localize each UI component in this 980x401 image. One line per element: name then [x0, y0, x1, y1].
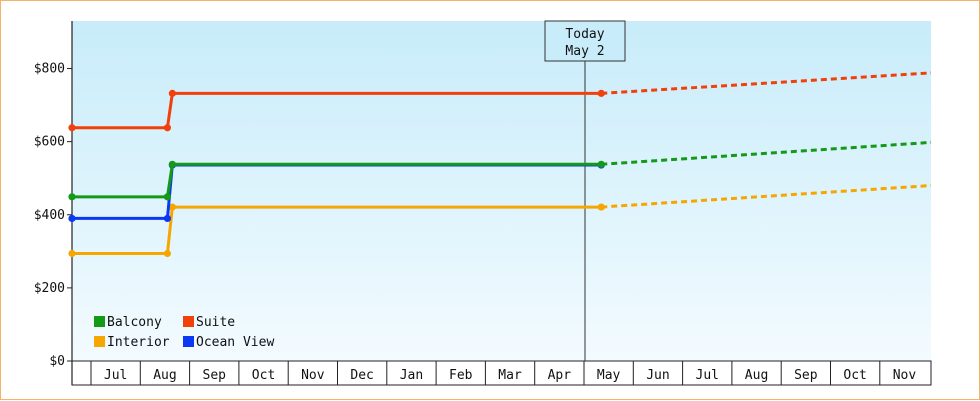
- x-axis-box: [71, 360, 932, 386]
- legend-label-balcony: Balcony: [107, 315, 162, 330]
- y-tick-label: $0: [49, 354, 65, 369]
- x-tick-label-aug: Aug: [745, 368, 768, 383]
- x-tick-label-sep: Sep: [203, 368, 227, 383]
- series-point-balcony: [168, 160, 176, 168]
- series-point-suite: [163, 124, 172, 132]
- series-line-interior: [72, 205, 602, 256]
- series-point-suite: [597, 89, 605, 97]
- x-tick-label-apr: Apr: [548, 368, 572, 383]
- series-line-balcony: [72, 162, 602, 199]
- x-tick-label-sep: Sep: [794, 368, 818, 383]
- x-tick-label-oct: Oct: [843, 368, 866, 383]
- x-tick-label-jul: Jul: [104, 368, 127, 383]
- x-tick-label-aug: Aug: [153, 368, 176, 383]
- legend-label-ocean-view: Ocean View: [196, 335, 274, 350]
- series-projection-interior: [601, 184, 932, 209]
- series-point-balcony: [68, 193, 76, 201]
- today-box: [544, 20, 626, 62]
- x-tick-label-dec: Dec: [350, 368, 373, 383]
- series-point-interior: [168, 203, 176, 211]
- x-tick-label-jul: Jul: [696, 368, 719, 383]
- today-date: May 2: [565, 44, 604, 59]
- series-point-balcony: [163, 193, 172, 201]
- series-point-suite: [168, 89, 176, 97]
- legend: Balcony Suite Interior Ocean View: [94, 315, 274, 350]
- today-marker: Today May 2: [544, 20, 626, 361]
- x-tick-label-feb: Feb: [449, 368, 473, 383]
- legend-swatch-interior: [94, 336, 105, 347]
- series-layer: [68, 71, 932, 258]
- x-tick-label-jan: Jan: [400, 368, 423, 383]
- series-point-balcony: [597, 160, 605, 168]
- x-axis: Jul Aug Sep Oct Nov Dec Jan Feb Mar Apr May Jun Jul A…: [71, 360, 932, 386]
- plot-area: [72, 21, 931, 361]
- x-tick-label-jun: Jun: [646, 368, 669, 383]
- x-tick-label-nov: Nov: [301, 368, 325, 383]
- series-point-ocean-view: [68, 214, 76, 223]
- series-point-interior: [163, 249, 172, 258]
- series-point-suite: [68, 124, 76, 132]
- series-line-suite: [72, 91, 602, 130]
- series-point-ocean-view: [163, 214, 172, 223]
- legend-swatch-ocean-view: [183, 336, 194, 347]
- series-point-interior: [597, 203, 605, 211]
- series-projection-suite: [601, 71, 932, 95]
- series-point-interior: [68, 249, 76, 258]
- y-tick-label: $600: [34, 135, 65, 150]
- x-tick-label-nov: Nov: [893, 368, 917, 383]
- series-projection-balcony: [601, 140, 932, 166]
- x-tick-label-mar: Mar: [498, 368, 522, 383]
- y-tick-label: $200: [34, 281, 65, 296]
- x-tick-label-may: May: [597, 368, 621, 383]
- legend-label-interior: Interior: [107, 335, 170, 350]
- today-label: Today: [565, 27, 604, 42]
- legend-label-suite: Suite: [196, 315, 235, 330]
- y-tick-label: $400: [34, 208, 65, 223]
- y-axis: $0 $200 $400 $600 $800: [34, 21, 73, 385]
- x-tick-label-oct: Oct: [252, 368, 275, 383]
- legend-swatch-suite: [183, 316, 194, 327]
- legend-swatch-balcony: [94, 316, 105, 327]
- y-tick-label: $800: [34, 62, 65, 77]
